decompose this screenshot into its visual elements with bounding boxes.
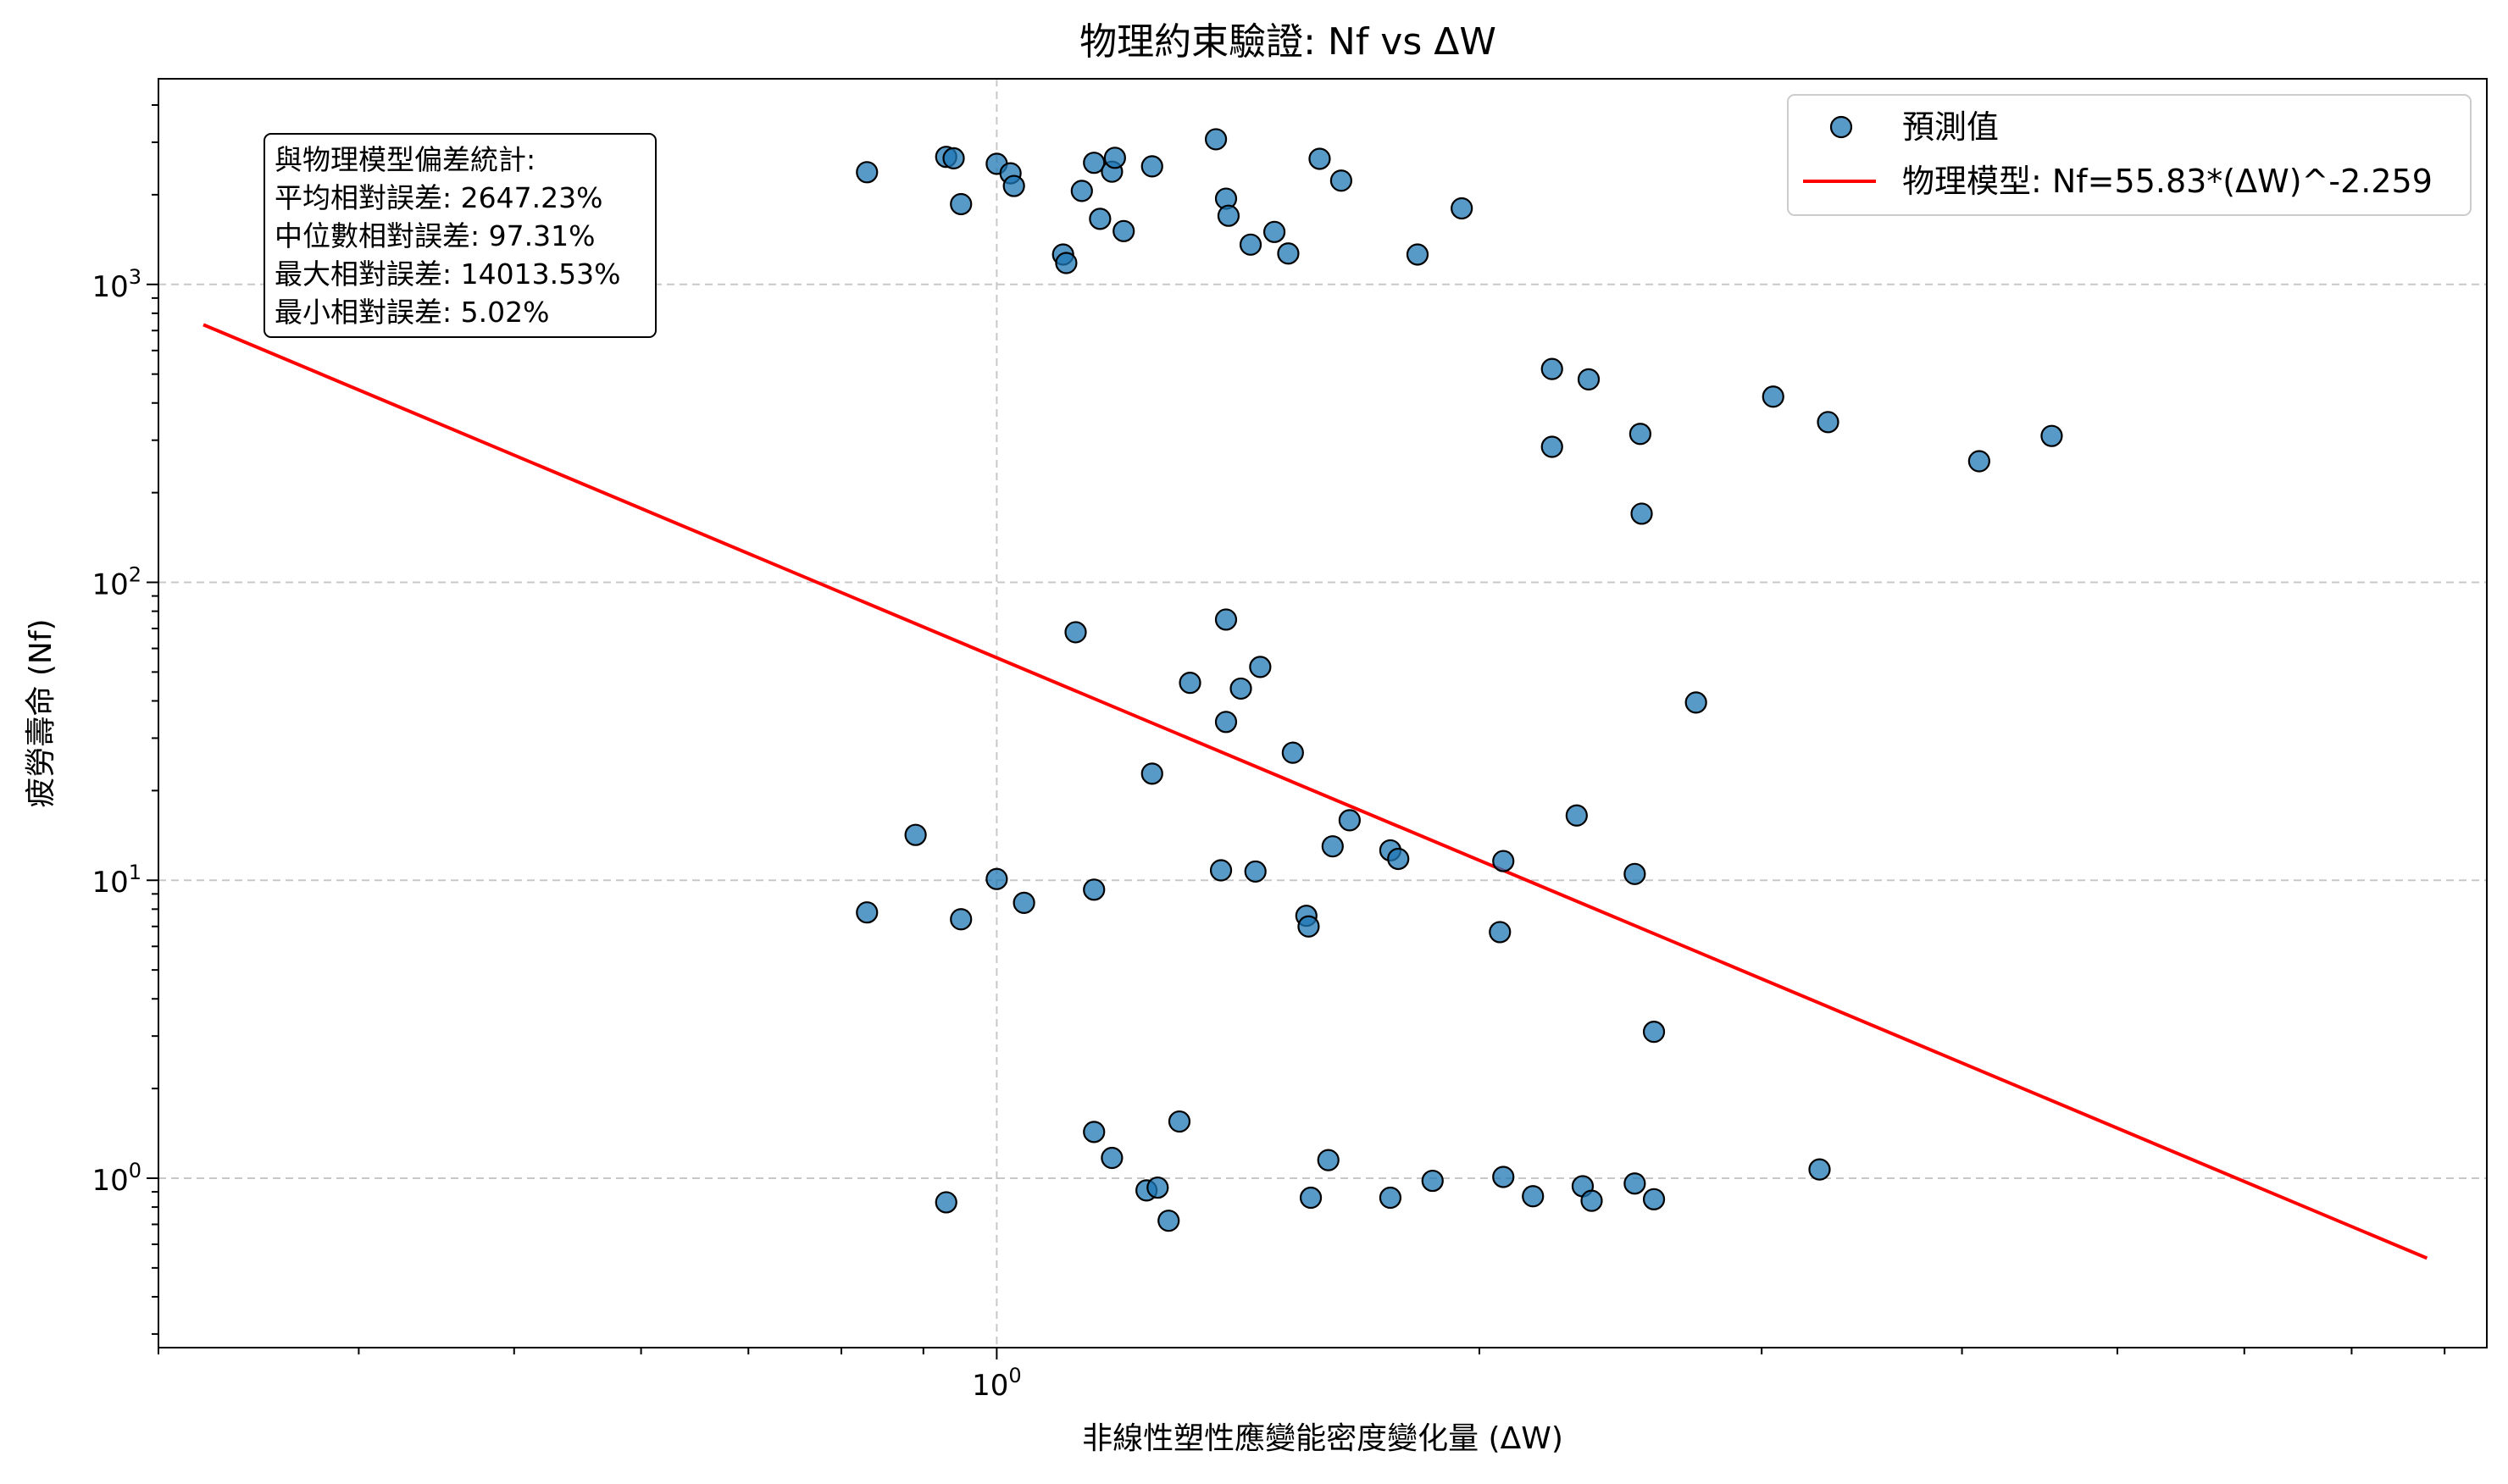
- data-point: [1642, 1188, 1666, 1210]
- stats-heading: 與物理模型偏差統計:: [275, 143, 535, 176]
- stats-box: [264, 133, 657, 338]
- legend-label-model: 物理模型: Nf=55.83*(ΔW)^-2.259: [1902, 163, 2433, 200]
- data-point: [1002, 174, 1025, 197]
- data-point: [1338, 809, 1361, 832]
- y-tick-label: 103: [92, 265, 141, 304]
- data-point: [1297, 915, 1320, 938]
- data-point: [1540, 357, 1563, 380]
- data-point: [1642, 1021, 1666, 1044]
- data-point: [1817, 411, 1839, 434]
- data-point: [1967, 450, 1990, 473]
- chart-title: 物理約束驗證: Nf vs ΔW: [1079, 20, 1496, 64]
- data-point: [1451, 197, 1473, 220]
- data-point: [1277, 242, 1300, 265]
- data-point: [1321, 835, 1344, 858]
- data-point: [1204, 128, 1228, 151]
- data-point: [856, 901, 879, 924]
- data-point: [1421, 1169, 1444, 1193]
- data-point: [1239, 233, 1262, 256]
- data-point: [1492, 850, 1515, 872]
- data-point: [985, 867, 1008, 890]
- data-point: [935, 1191, 957, 1214]
- data-point: [1070, 180, 1093, 202]
- data-point: [1083, 152, 1106, 174]
- data-point: [1522, 1185, 1545, 1208]
- data-point: [2040, 424, 2063, 447]
- legend: 預測值 物理模型: Nf=55.83*(ΔW)^-2.259: [1787, 94, 2472, 216]
- data-point: [1103, 147, 1126, 169]
- data-point: [1217, 204, 1240, 227]
- y-axis-label: 疲勞壽命 (Nf): [24, 618, 58, 807]
- data-point: [1055, 252, 1078, 274]
- data-point: [1623, 862, 1646, 885]
- y-tick-label: 100: [92, 1159, 141, 1198]
- data-point: [1262, 220, 1286, 243]
- data-point: [1565, 804, 1588, 827]
- data-point: [1684, 691, 1707, 714]
- data-point: [1140, 155, 1163, 178]
- data-point: [1179, 672, 1201, 695]
- axis-ticks: 100 100 101 102 103: [92, 104, 2446, 1403]
- stats-annotation: 與物理模型偏差統計: 平均相對誤差: 2647.23% 中位數相對誤差: 97.…: [264, 133, 657, 338]
- data-point: [1762, 385, 1784, 408]
- data-point: [1168, 1110, 1191, 1133]
- data-point: [942, 147, 965, 169]
- data-point: [1577, 368, 1601, 390]
- data-point: [1492, 1166, 1515, 1188]
- legend-box: [1787, 94, 2472, 216]
- data-point: [1299, 1186, 1323, 1210]
- data-point: [1308, 147, 1331, 170]
- data-point: [1623, 1172, 1646, 1195]
- data-point: [1630, 502, 1653, 525]
- data-point: [1629, 423, 1651, 446]
- data-point: [856, 161, 879, 184]
- model-line-layer: [203, 323, 2428, 1260]
- data-point: [1808, 1158, 1831, 1181]
- data-point: [1244, 860, 1267, 883]
- data-point: [1249, 656, 1272, 678]
- data-point: [1157, 1210, 1180, 1232]
- data-point: [1229, 677, 1252, 700]
- data-point: [1387, 847, 1410, 871]
- y-tick-label: 101: [92, 861, 141, 900]
- scatter-points: [856, 128, 2063, 1232]
- data-point: [1317, 1149, 1340, 1171]
- data-point: [1083, 1121, 1106, 1143]
- data-point: [1379, 1186, 1402, 1210]
- y-tick-label: 102: [92, 563, 141, 602]
- legend-label-prediction: 預測值: [1902, 108, 1999, 146]
- data-point: [950, 192, 973, 216]
- data-point: [950, 908, 973, 931]
- data-point: [1489, 921, 1512, 944]
- data-point: [1113, 219, 1135, 242]
- legend-marker-prediction: [1829, 115, 1853, 139]
- stats-max-error: 最大相對誤差: 14013.53%: [275, 257, 620, 291]
- data-point: [1140, 762, 1163, 785]
- data-point: [1329, 169, 1352, 192]
- data-point: [1083, 878, 1106, 901]
- data-point: [1214, 608, 1238, 631]
- stats-median-error: 中位數相對誤差: 97.31%: [275, 219, 595, 252]
- data-point: [1013, 891, 1035, 914]
- data-point: [1214, 711, 1238, 734]
- data-point: [1406, 243, 1429, 266]
- x-axis-label: 非線性塑性應變能密度變化量 (ΔW): [1082, 1421, 1563, 1456]
- data-point: [904, 823, 927, 846]
- x-tick-label: 100: [972, 1364, 1022, 1403]
- data-point: [1281, 741, 1304, 764]
- physics-model-line: [203, 323, 2428, 1260]
- data-point: [1209, 859, 1233, 882]
- data-point: [1101, 1146, 1124, 1170]
- data-point: [1580, 1189, 1603, 1212]
- stats-mean-error: 平均相對誤差: 2647.23%: [275, 181, 602, 214]
- data-point: [1064, 621, 1087, 644]
- plot-area-frame: [158, 78, 2488, 1348]
- data-point: [1146, 1176, 1169, 1199]
- data-point: [1540, 435, 1563, 458]
- data-point: [1089, 208, 1112, 230]
- stats-min-error: 最小相對誤差: 5.02%: [275, 296, 549, 329]
